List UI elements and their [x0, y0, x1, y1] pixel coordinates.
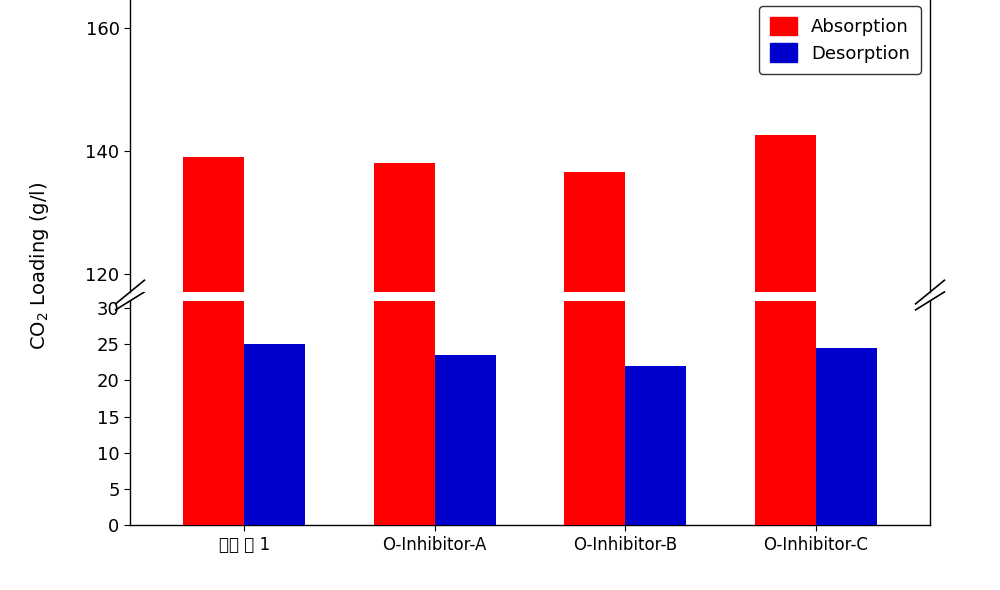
Text: CO$_2$ Loading (g/l): CO$_2$ Loading (g/l) — [28, 182, 52, 349]
Bar — [244, 345, 305, 525]
Bar — [435, 355, 496, 525]
Bar — [374, 0, 435, 525]
Bar — [564, 172, 625, 590]
Bar — [625, 366, 686, 525]
Legend: Absorption, Desorption: Absorption, Desorption — [759, 6, 921, 74]
Bar — [755, 135, 816, 590]
Bar — [755, 0, 816, 525]
Bar — [374, 163, 435, 590]
Bar — [183, 0, 244, 525]
Bar — [564, 0, 625, 525]
Bar — [816, 348, 877, 525]
Bar — [183, 157, 244, 590]
